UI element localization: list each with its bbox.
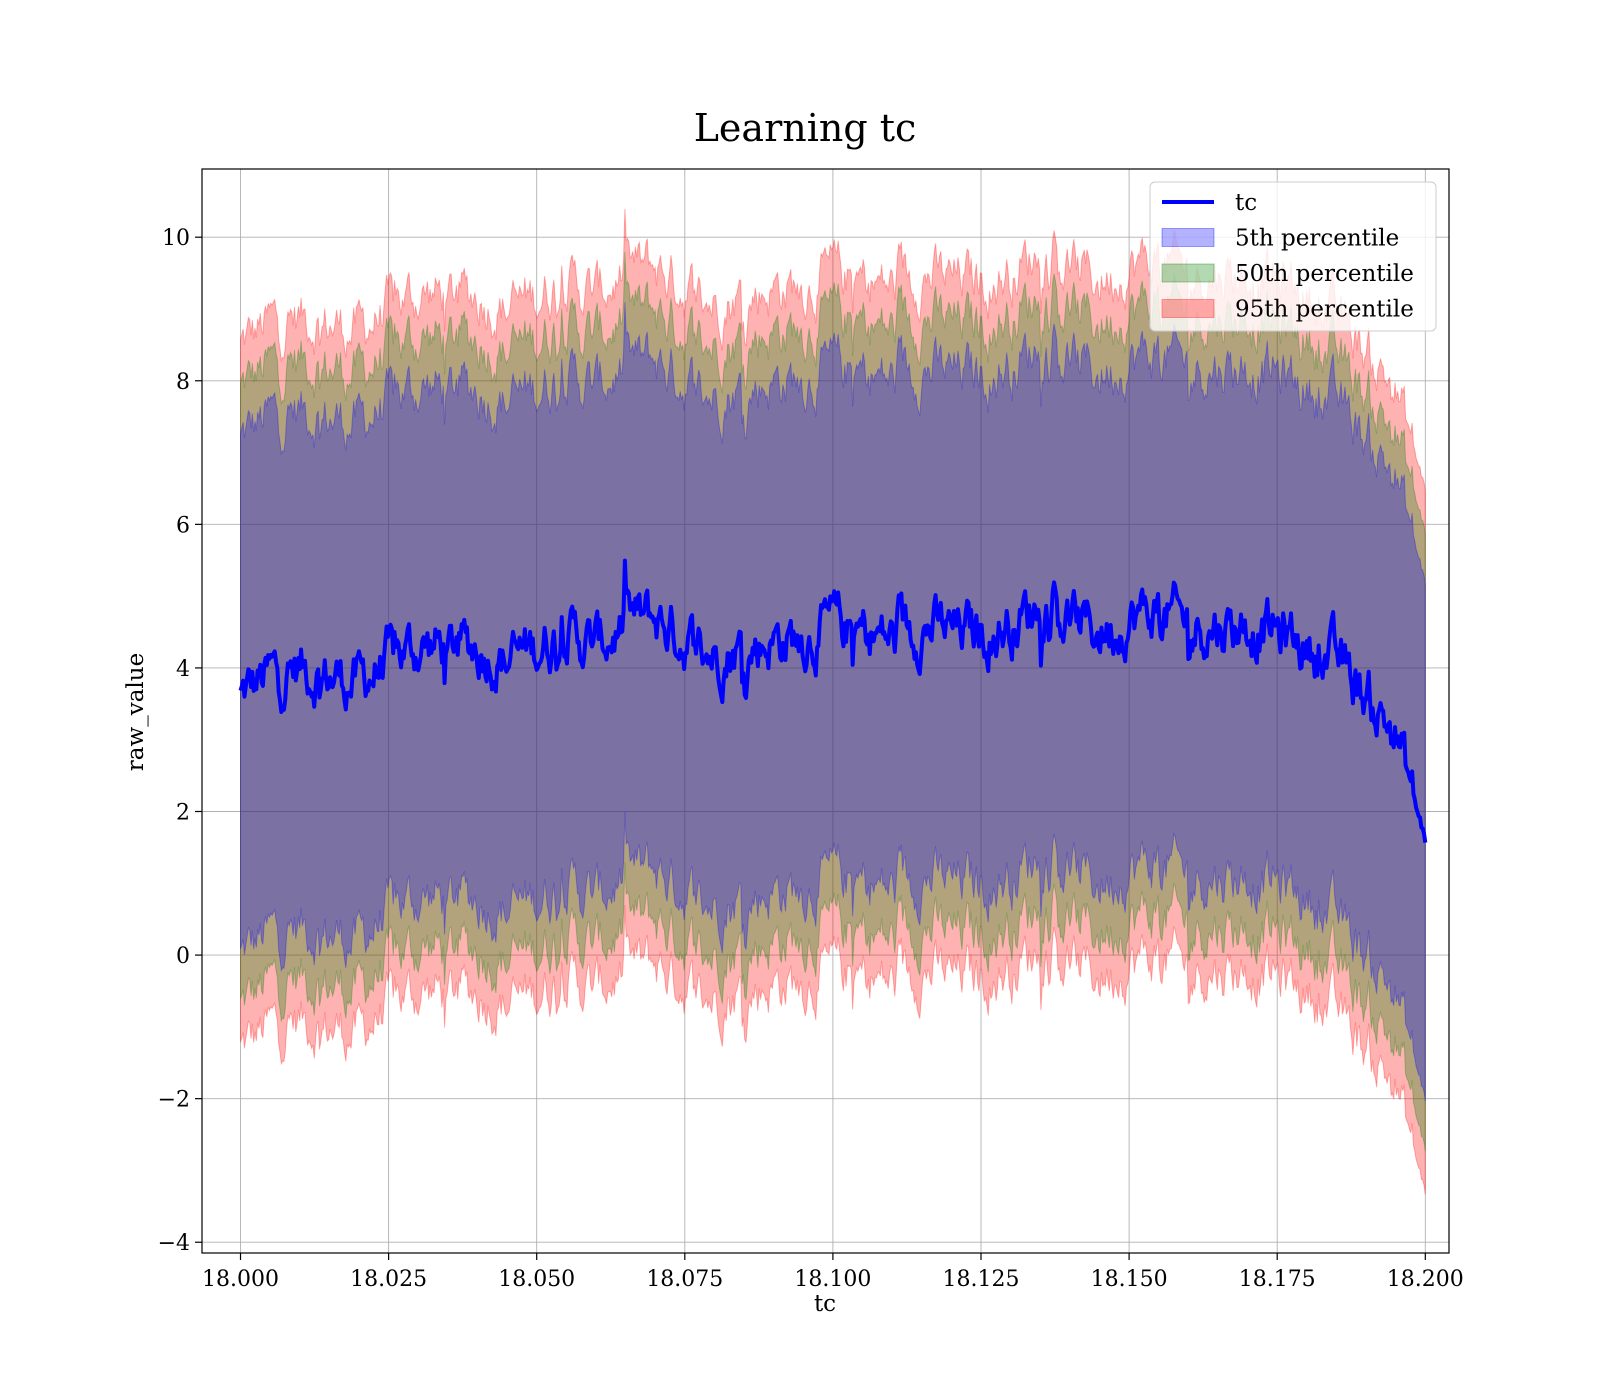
- y-tick-label: 6: [176, 513, 190, 538]
- y-tick-label: 4: [176, 657, 190, 682]
- band-50th-percentile: [240, 251, 1426, 1152]
- x-tick-label: 18.050: [498, 1267, 575, 1292]
- x-tick-label: 18.100: [794, 1267, 871, 1292]
- y-tick-label: 2: [176, 801, 190, 826]
- x-tick-label: 18.200: [1387, 1267, 1464, 1292]
- band-95th-percentile: [240, 208, 1426, 1195]
- legend-swatch-95th-percentile: [1161, 299, 1215, 318]
- y-tick-label: 8: [176, 370, 190, 395]
- grid: [202, 169, 1449, 1253]
- legend-frame: [1149, 181, 1437, 332]
- x-axis-label: tc: [814, 1291, 836, 1317]
- series-line-tc: [238, 558, 1428, 843]
- y-tick-label: 10: [162, 226, 190, 251]
- y-axis-ticks: −4 −2 0 2 4 6 8 10: [158, 226, 202, 1256]
- legend-swatch-5th-percentile: [1161, 228, 1215, 247]
- legend-label-tc: tc: [1235, 190, 1257, 216]
- plot-frame: [201, 168, 1450, 1254]
- x-tick-label: 18.075: [646, 1267, 723, 1292]
- y-axis-label: raw_value: [123, 653, 149, 771]
- percentile-bands: [240, 208, 1426, 1195]
- y-tick-label: −2: [158, 1088, 190, 1113]
- chart-title: Learning tc: [694, 106, 917, 150]
- tc-line-layer: [238, 558, 1428, 843]
- legend: tc 5th percentile 50th percentile 95th perc…: [1149, 181, 1437, 332]
- legend-label-50th-percentile: 50th percentile: [1235, 261, 1414, 287]
- y-tick-label: −4: [158, 1231, 190, 1256]
- x-axis-ticks: 18.000 18.025 18.050 18.075 18.100 18.125 18.1…: [202, 1253, 1464, 1292]
- legend-label-95th-percentile: 95th percentile: [1235, 297, 1414, 323]
- x-tick-label: 18.150: [1091, 1267, 1168, 1292]
- x-tick-label: 18.000: [202, 1267, 279, 1292]
- legend-swatch-50th-percentile: [1161, 263, 1215, 283]
- x-tick-label: 18.025: [350, 1267, 427, 1292]
- legend-label-5th-percentile: 5th percentile: [1235, 226, 1399, 252]
- x-tick-label: 18.125: [943, 1267, 1020, 1292]
- x-tick-label: 18.175: [1239, 1267, 1316, 1292]
- band-5th-percentile: [240, 302, 1426, 1102]
- y-tick-label: 0: [176, 944, 190, 969]
